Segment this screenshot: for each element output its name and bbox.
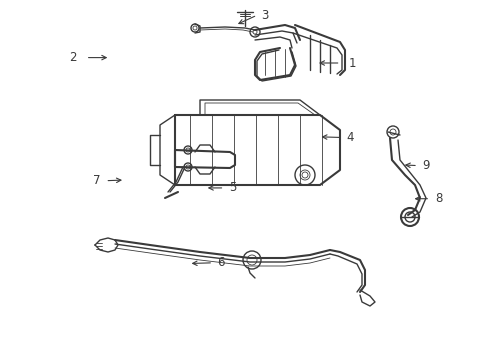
- Text: 5: 5: [229, 181, 237, 194]
- Text: 8: 8: [435, 192, 442, 205]
- Text: 6: 6: [217, 256, 224, 269]
- Text: 9: 9: [422, 159, 430, 172]
- Text: 2: 2: [69, 51, 76, 64]
- Text: 7: 7: [93, 174, 101, 187]
- Text: 1: 1: [349, 57, 357, 69]
- Text: 3: 3: [261, 9, 269, 22]
- Text: 4: 4: [346, 131, 354, 144]
